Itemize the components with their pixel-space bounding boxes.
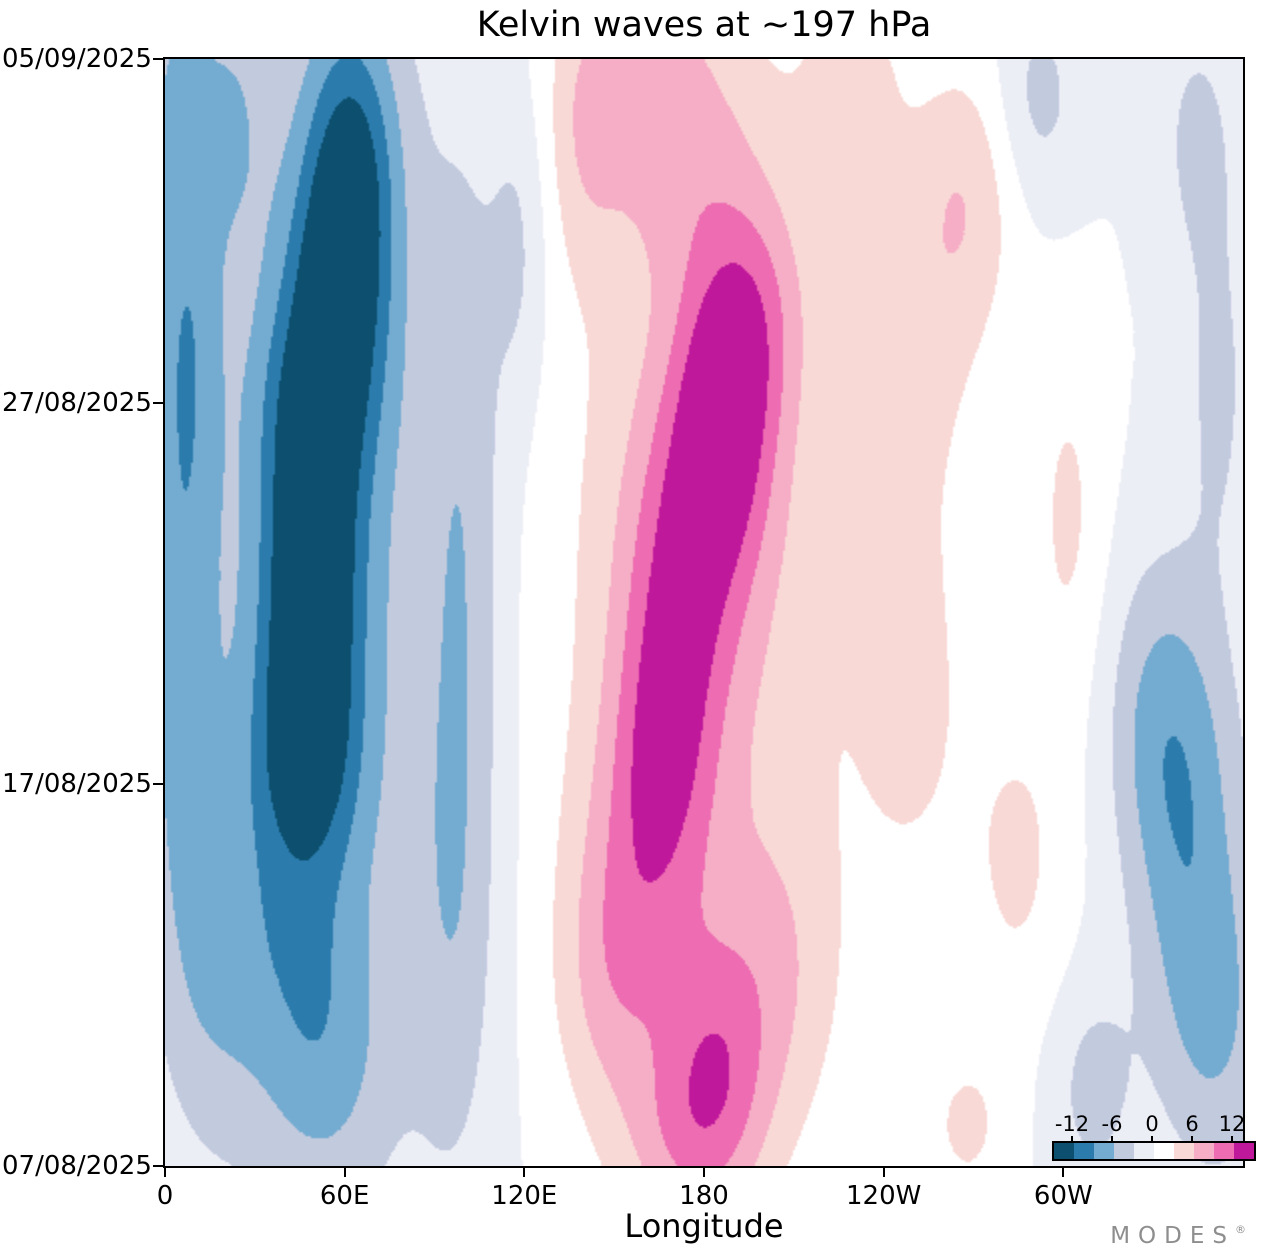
colorbar-segment — [1234, 1143, 1254, 1159]
y-tick-mark — [153, 401, 163, 404]
x-tick-mark — [164, 1168, 166, 1177]
y-tick-label: 07/08/2025 — [2, 1151, 152, 1181]
colorbar-tick-mark — [1071, 1136, 1073, 1141]
y-tick-mark — [153, 783, 163, 786]
colorbar-tick-mark — [1231, 1136, 1233, 1141]
x-tick-label: 120E — [491, 1181, 558, 1211]
colorbar-segment — [1054, 1143, 1074, 1159]
x-tick-mark — [703, 1168, 705, 1177]
colorbar-tick-label: -6 — [1101, 1112, 1123, 1136]
colorbar-tick-label: -12 — [1054, 1112, 1090, 1136]
colorbar-segment — [1214, 1143, 1234, 1159]
y-tick-label: 05/09/2025 — [2, 44, 152, 74]
colorbar-segment — [1094, 1143, 1114, 1159]
modes-logo: MODES® — [1110, 1216, 1246, 1250]
colorbar-bar — [1052, 1141, 1256, 1161]
colorbar-segment — [1174, 1143, 1194, 1159]
x-axis-title: Longitude — [624, 1207, 784, 1245]
colorbar: -12 -6 0 6 12 — [1047, 1110, 1259, 1164]
colorbar-segment — [1074, 1143, 1094, 1159]
colorbar-segment — [1134, 1143, 1154, 1159]
colorbar-segment — [1194, 1143, 1214, 1159]
colorbar-tick-mark — [1151, 1136, 1153, 1141]
plot-area — [163, 57, 1245, 1168]
y-tick-mark — [153, 1165, 163, 1167]
x-tick-label: 120W — [845, 1181, 922, 1211]
y-tick-mark — [153, 58, 163, 60]
colorbar-tick-label: 12 — [1218, 1112, 1246, 1136]
colorbar-segment — [1114, 1143, 1134, 1159]
x-tick-mark — [523, 1168, 526, 1177]
y-tick-label: 27/08/2025 — [2, 387, 152, 418]
colorbar-tick-mark — [1111, 1136, 1113, 1141]
x-tick-label: 60W — [1033, 1181, 1093, 1211]
x-tick-mark — [1062, 1168, 1065, 1177]
x-tick-label: 60E — [319, 1181, 370, 1211]
x-tick-mark — [343, 1168, 346, 1177]
contour-canvas — [165, 59, 1243, 1166]
x-tick-label: 0 — [156, 1181, 174, 1211]
registered-mark-icon: ® — [1235, 1223, 1246, 1236]
colorbar-tick-label: 0 — [1145, 1112, 1159, 1136]
modes-logo-text: MODES — [1110, 1223, 1235, 1249]
chart-title: Kelvin waves at ~197 hPa — [476, 5, 932, 45]
colorbar-tick-mark — [1191, 1136, 1193, 1141]
colorbar-segment — [1154, 1143, 1174, 1159]
colorbar-tick-label: 6 — [1185, 1112, 1199, 1136]
y-tick-label: 17/08/2025 — [2, 769, 152, 800]
x-tick-label: 180 — [679, 1181, 729, 1211]
x-tick-mark — [882, 1168, 885, 1177]
